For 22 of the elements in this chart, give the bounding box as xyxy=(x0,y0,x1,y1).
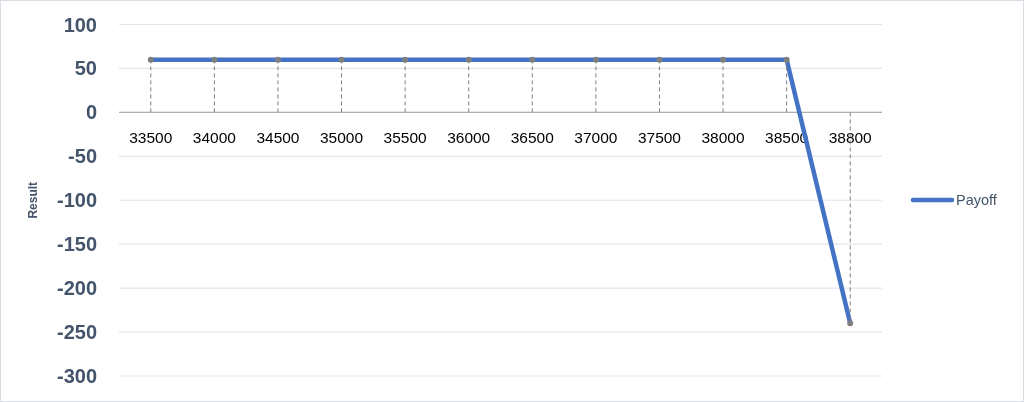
y-tick-label: -150 xyxy=(56,233,97,256)
y-tick-label: -100 xyxy=(56,189,97,212)
y-tick-label: -300 xyxy=(56,365,97,387)
x-tick-label: 35000 xyxy=(319,128,364,146)
x-tick-label: 34500 xyxy=(256,128,300,146)
legend-label: Payoff xyxy=(956,192,998,209)
y-tick-label: -200 xyxy=(56,277,97,300)
x-tick-label: 34000 xyxy=(192,128,237,146)
x-tick-label: 38800 xyxy=(828,128,873,146)
y-tick-label: 0 xyxy=(85,101,97,124)
x-tick-label: 35500 xyxy=(383,128,428,146)
y-tick-label: 100 xyxy=(63,13,97,36)
y-tick-label: 50 xyxy=(74,57,97,80)
x-tick-label: 36500 xyxy=(510,128,555,146)
x-tick-label: 36000 xyxy=(447,128,491,146)
y-axis-title: Result xyxy=(26,181,40,219)
x-tick-label: 33500 xyxy=(129,128,173,146)
y-tick-label: -250 xyxy=(56,321,97,344)
x-tick-label: 38000 xyxy=(701,128,745,146)
y-tick-label: -50 xyxy=(68,145,97,168)
x-tick-label: 37000 xyxy=(574,128,618,146)
x-tick-label: 37500 xyxy=(637,128,682,146)
